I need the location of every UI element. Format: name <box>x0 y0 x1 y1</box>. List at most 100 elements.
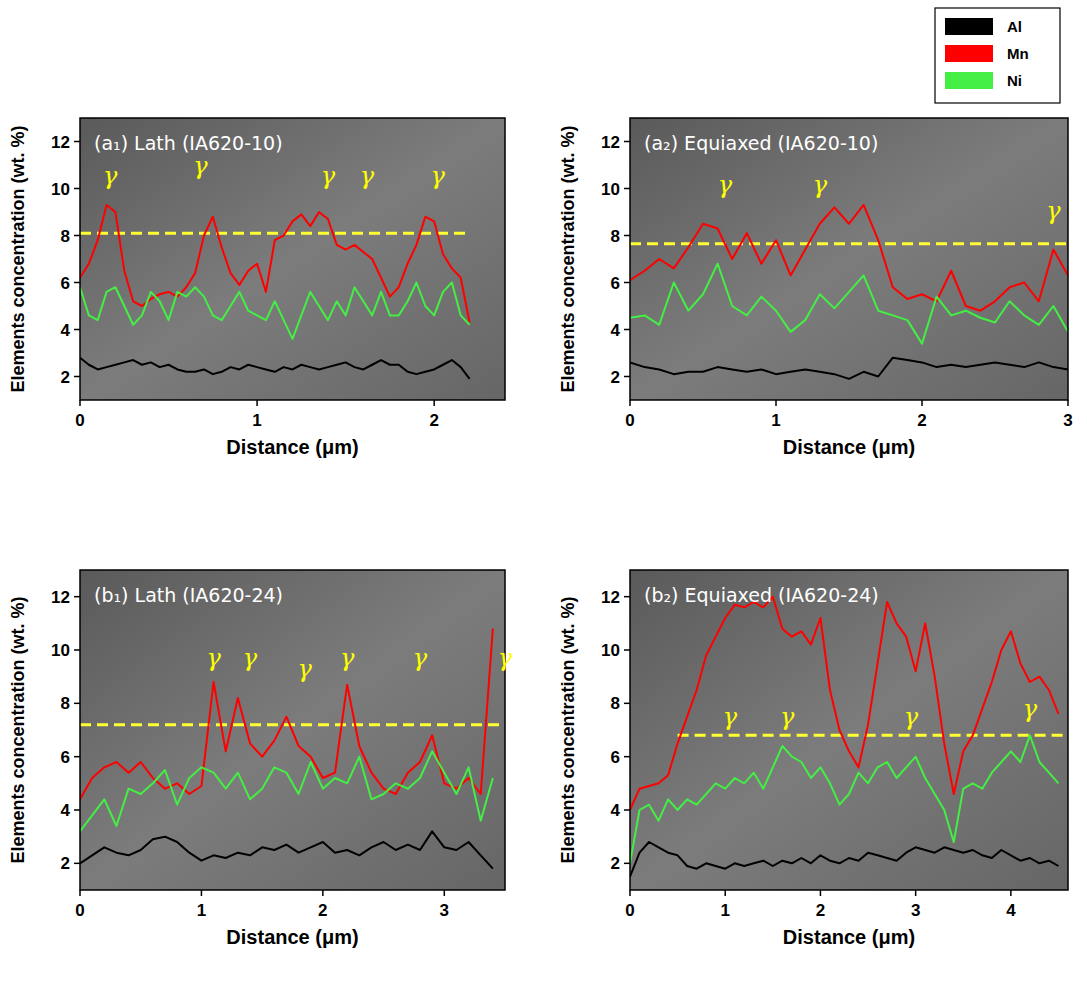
x-tick <box>629 890 631 896</box>
legend: AlMnNi <box>935 8 1060 103</box>
y-tick <box>624 282 630 284</box>
x-tick-label: 3 <box>1063 411 1072 430</box>
y-tick <box>74 596 80 598</box>
y-tick <box>624 235 630 237</box>
x-axis-title: Distance (μm) <box>783 436 915 458</box>
x-tick <box>322 890 324 896</box>
panel-title: (a₁) Lath (IA620-10) <box>94 132 283 154</box>
gamma-label: γ <box>1046 197 1061 225</box>
y-tick <box>74 188 80 190</box>
x-tick-label: 2 <box>318 901 327 920</box>
x-tick-label: 3 <box>911 901 920 920</box>
y-tick-label: 2 <box>61 854 70 873</box>
x-tick <box>1010 890 1012 896</box>
gamma-label: γ <box>498 644 513 672</box>
x-tick <box>921 400 923 406</box>
x-tick-label: 0 <box>625 411 634 430</box>
panel: 01224681012Distance (μm)Elements concent… <box>8 118 505 458</box>
y-tick <box>74 329 80 331</box>
series-line-mn <box>630 205 1068 311</box>
x-tick-label: 0 <box>75 411 84 430</box>
plot-area <box>630 205 1068 379</box>
panel: 0123424681012Distance (μm)Elements conce… <box>558 570 1068 948</box>
y-tick <box>74 282 80 284</box>
sem-image <box>630 118 1068 400</box>
y-tick-label: 8 <box>61 694 70 713</box>
y-tick-label: 4 <box>61 321 71 340</box>
x-tick <box>775 400 777 406</box>
y-tick <box>624 596 630 598</box>
y-tick-label: 10 <box>51 641 70 660</box>
gamma-label: γ <box>321 162 336 190</box>
x-tick-label: 4 <box>1006 901 1016 920</box>
gamma-label: γ <box>413 644 428 672</box>
gamma-label: γ <box>103 162 118 190</box>
x-axis-title: Distance (μm) <box>783 926 915 948</box>
gamma-label: γ <box>904 703 919 731</box>
x-tick <box>820 890 822 896</box>
y-tick-label: 8 <box>611 227 620 246</box>
x-tick <box>79 400 81 406</box>
gamma-label: γ <box>206 644 221 672</box>
y-tick <box>624 329 630 331</box>
x-tick <box>256 400 258 406</box>
x-tick <box>1067 400 1069 406</box>
series-line-mn <box>630 597 1058 810</box>
y-tick <box>74 863 80 865</box>
x-axis-title: Distance (μm) <box>226 436 358 458</box>
x-tick-label: 1 <box>252 411 261 430</box>
y-tick-label: 12 <box>601 133 620 152</box>
x-tick <box>444 890 446 896</box>
y-tick <box>74 649 80 651</box>
y-tick <box>624 703 630 705</box>
y-tick-label: 10 <box>51 180 70 199</box>
x-tick-label: 1 <box>197 901 206 920</box>
legend-label: Al <box>1007 18 1022 35</box>
x-tick-label: 1 <box>771 411 780 430</box>
axis-frame <box>630 118 1068 400</box>
plot-area <box>80 629 505 869</box>
series-line-ni <box>630 735 1058 863</box>
gamma-label: γ <box>193 152 208 180</box>
y-axis-title: Elements concentration (wt. %) <box>8 596 28 863</box>
y-axis-title: Elements concentration (wt. %) <box>8 125 28 392</box>
x-tick <box>79 890 81 896</box>
legend-swatch <box>945 72 993 89</box>
y-tick <box>74 809 80 811</box>
gamma-label: γ <box>723 703 738 731</box>
legend-swatch <box>945 45 993 62</box>
x-tick-label: 2 <box>816 901 825 920</box>
series-line-al <box>80 358 470 379</box>
series-line-ni <box>80 751 493 831</box>
series-line-mn <box>80 205 470 323</box>
y-tick <box>624 756 630 758</box>
panel-title: (b₂) Equiaxed (IA620-24) <box>644 584 879 606</box>
reference-line <box>80 232 470 235</box>
y-tick <box>624 376 630 378</box>
y-tick <box>74 235 80 237</box>
y-tick <box>74 756 80 758</box>
sem-image <box>80 570 505 890</box>
legend-label: Mn <box>1007 45 1029 62</box>
plot-area <box>630 597 1068 877</box>
series-line-al <box>80 831 493 868</box>
y-tick-label: 10 <box>601 180 620 199</box>
gamma-label: γ <box>360 162 375 190</box>
gamma-label: γ <box>1023 695 1038 723</box>
axis-frame <box>80 118 505 400</box>
series-line-ni <box>630 264 1068 344</box>
x-tick-label: 1 <box>720 901 729 920</box>
y-tick-label: 8 <box>611 694 620 713</box>
y-tick-label: 4 <box>61 801 71 820</box>
y-tick <box>624 809 630 811</box>
y-tick-label: 6 <box>611 274 620 293</box>
x-axis-title: Distance (μm) <box>226 926 358 948</box>
gamma-label: γ <box>297 655 312 683</box>
reference-line <box>630 242 1068 245</box>
gamma-label: γ <box>340 644 355 672</box>
y-tick <box>74 141 80 143</box>
y-tick-label: 6 <box>61 274 70 293</box>
y-tick-label: 12 <box>601 588 620 607</box>
legend-swatch <box>945 18 993 35</box>
gamma-label: γ <box>243 644 258 672</box>
